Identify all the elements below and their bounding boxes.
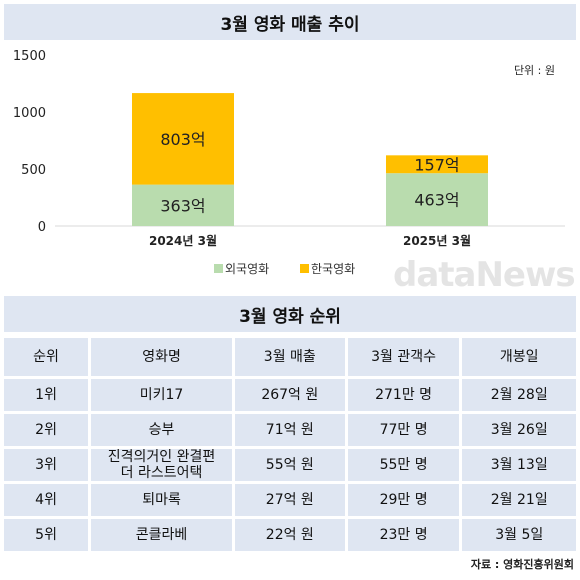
header-release-date: 개봉일 <box>459 338 576 376</box>
release-date-cell: 2월 28일 <box>459 379 576 411</box>
release-date-cell: 3월 5일 <box>459 519 576 551</box>
audience-cell: 271만 명 <box>344 379 460 411</box>
rank-cell: 1위 <box>4 379 89 411</box>
table-header-row: 순위 영화명 3월 매출 3월 관객수 개봉일 <box>4 338 576 376</box>
bars: 363억 803억 463억 157억 <box>132 93 488 226</box>
header-sales: 3월 매출 <box>231 338 345 376</box>
rank-cell: 5위 <box>4 519 89 551</box>
header-rank: 순위 <box>4 338 89 376</box>
movie-name-cell: 미키17 <box>88 379 232 411</box>
bar-data-label: 157억 <box>414 155 459 174</box>
legend: 외국영화 한국영화 <box>214 262 355 276</box>
movie-name-cell: 승부 <box>88 414 232 446</box>
table-row: 1위 미키17 267억 원 271만 명 2월 28일 <box>4 379 576 411</box>
x-axis-labels: 2024년 3월 2025년 3월 <box>149 233 471 248</box>
bar-segment <box>132 184 234 226</box>
header-audience: 3월 관객수 <box>344 338 460 376</box>
table-row: 2위 승부 71억 원 77만 명 3월 26일 <box>4 414 576 446</box>
unit-label: 단위 : 원 <box>514 64 555 77</box>
x-tick-label: 2025년 3월 <box>403 233 471 248</box>
x-tick-label: 2024년 3월 <box>149 233 217 248</box>
y-tick-label: 1000 <box>13 106 46 121</box>
sales-cell: 22억 원 <box>231 519 345 551</box>
sales-cell: 71억 원 <box>231 414 345 446</box>
rank-cell: 4위 <box>4 484 89 516</box>
table-row: 5위 콘클라베 22억 원 23만 명 3월 5일 <box>4 519 576 551</box>
legend-swatch <box>214 264 223 273</box>
bar-data-label: 803억 <box>160 130 205 149</box>
rank-cell: 3위 <box>4 449 89 481</box>
movie-name-cell: 퇴마록 <box>88 484 232 516</box>
audience-cell: 29만 명 <box>344 484 460 516</box>
rank-cell: 2위 <box>4 414 89 446</box>
chart-title: 3월 영화 매출 추이 <box>4 4 576 40</box>
bar-data-label: 363억 <box>160 196 205 215</box>
header-movie-name: 영화명 <box>88 338 232 376</box>
release-date-cell: 3월 26일 <box>459 414 576 446</box>
legend-swatch <box>300 264 309 273</box>
sales-cell: 267억 원 <box>231 379 345 411</box>
bar-segment <box>132 93 234 185</box>
watermark: dataNews <box>393 255 576 295</box>
bar-segment <box>386 173 488 226</box>
stacked-bar-chart: 단위 : 원 0 500 1000 1500 363억 803억 463억 157억 202… <box>13 49 565 276</box>
audience-cell: 77만 명 <box>344 414 460 446</box>
release-date-cell: 2월 21일 <box>459 484 576 516</box>
bar-data-label: 463억 <box>414 191 459 210</box>
y-tick-label: 0 <box>38 220 46 235</box>
movie-name-cell: 콘클라베 <box>88 519 232 551</box>
sales-cell: 27억 원 <box>231 484 345 516</box>
audience-cell: 55만 명 <box>344 449 460 481</box>
movie-name-cell: 진격의거인 완결편 더 라스트어택 <box>88 449 232 481</box>
sales-cell: 55억 원 <box>231 449 345 481</box>
y-axis: 0 500 1000 1500 <box>13 49 46 235</box>
ranking-table: 순위 영화명 3월 매출 3월 관객수 개봉일 1위 미키17 267억 원 271만… <box>4 335 576 554</box>
source-note: 자료 : 영화진흥위원회 <box>470 558 574 571</box>
table-row: 4위 퇴마록 27억 원 29만 명 2월 21일 <box>4 484 576 516</box>
y-tick-label: 500 <box>21 163 46 178</box>
legend-label: 외국영화 <box>225 262 269 276</box>
audience-cell: 23만 명 <box>344 519 460 551</box>
y-tick-label: 1500 <box>13 49 46 64</box>
bar-segment <box>386 155 488 174</box>
legend-label: 한국영화 <box>311 262 355 276</box>
ranking-title: 3월 영화 순위 <box>4 296 576 332</box>
release-date-cell: 3월 13일 <box>459 449 576 481</box>
table-row: 3위 진격의거인 완결편 더 라스트어택 55억 원 55만 명 3월 13일 <box>4 449 576 481</box>
